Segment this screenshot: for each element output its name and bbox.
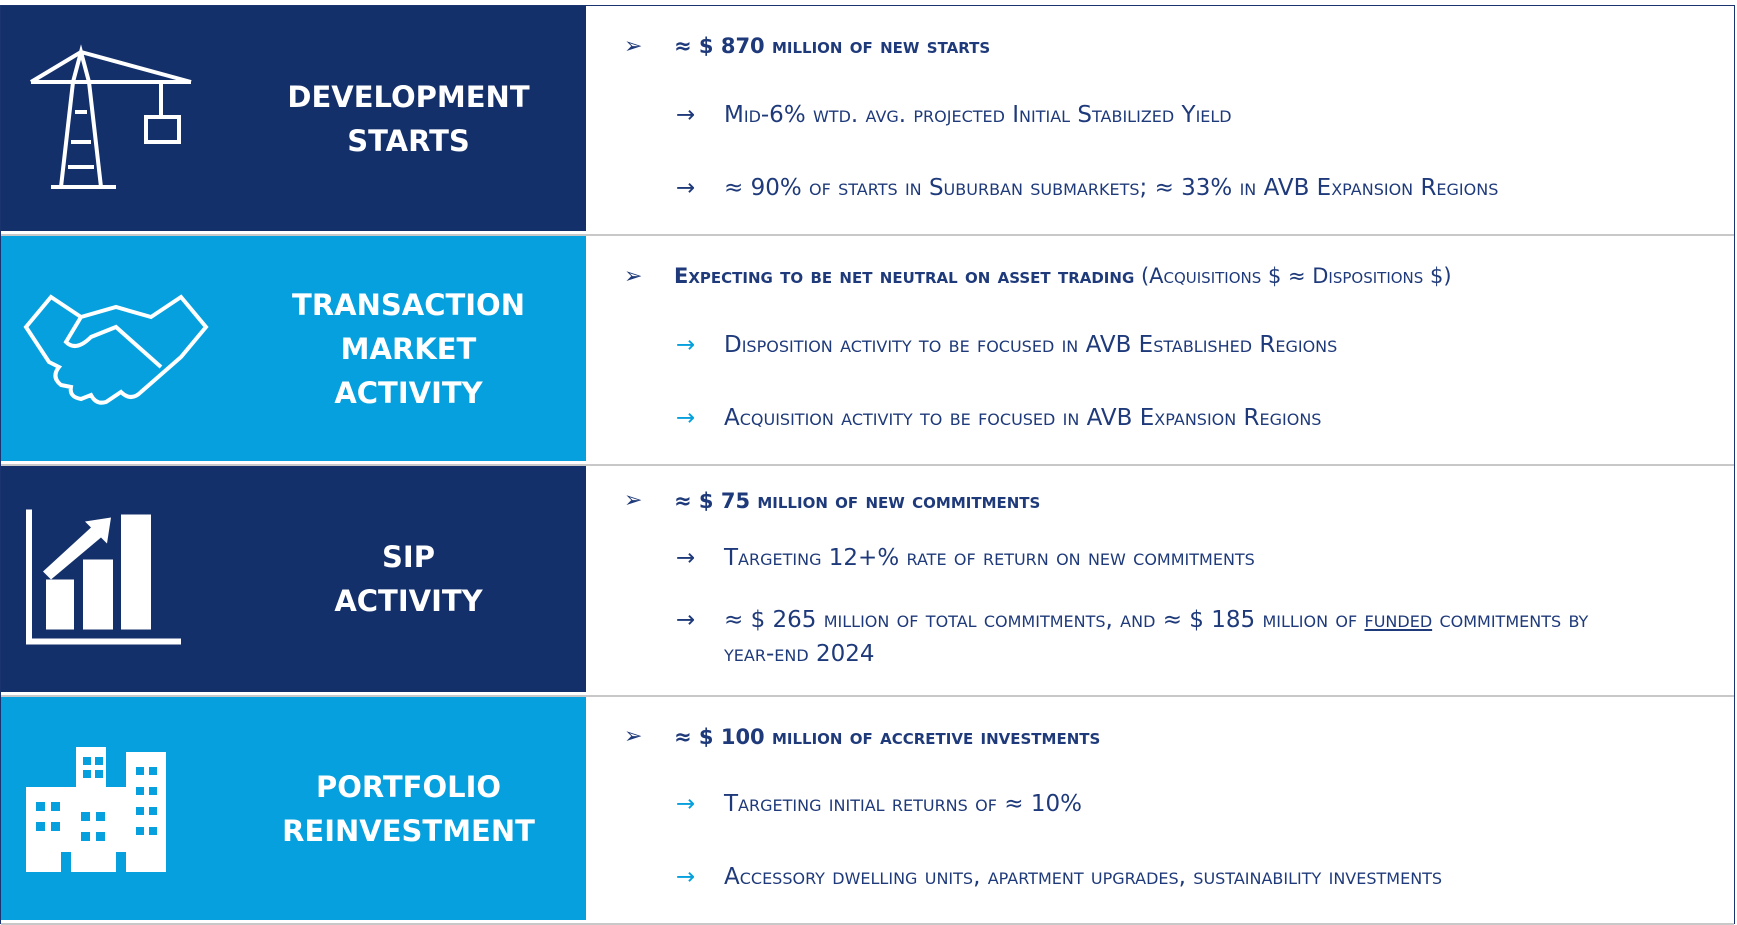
icon xyxy=(21,42,201,196)
text-segment: ≈ $ 100 million of accretive investments xyxy=(674,724,1101,749)
section-title: DEVELOPMENT STARTS xyxy=(231,75,586,163)
icon xyxy=(21,509,181,649)
bullet-marker: ➢ xyxy=(624,263,643,289)
text-segment: ≈ 90% of starts in Suburban submarkets; … xyxy=(724,174,1499,201)
arrow: → xyxy=(676,101,696,128)
content: ➢ Expecting to be net neutral on asset tr… xyxy=(586,236,1734,464)
text-segment: ≈ $ 265 million of total commitments, an… xyxy=(724,607,1365,633)
text-segment: commitments by year-end 2024 xyxy=(724,607,1589,667)
text-segment: funded xyxy=(1364,607,1433,633)
sub-item-text: ≈ 90% of starts in Suburban submarkets; … xyxy=(724,171,1498,205)
sub-item: → ≈ 90% of starts in Suburban submarkets;… xyxy=(676,171,1596,205)
sub-item: → ≈ $ 265 million of total commitments, a… xyxy=(676,603,1596,671)
section-label: DEVELOPMENT STARTS xyxy=(1,6,586,234)
text-segment: Expecting to be net neutral on asset tra… xyxy=(674,264,1135,288)
section-label: SIP ACTIVITY xyxy=(1,466,586,695)
icon xyxy=(21,742,181,876)
arrow: → xyxy=(676,404,696,431)
row: SIP ACTIVITY ➢ ≈ $ 75 million of new commit… xyxy=(1,466,1734,697)
sub-item: → Targeting 12+% rate of return on new co… xyxy=(676,541,1596,575)
icon xyxy=(26,509,181,645)
sub-item-text: Acquisition activity to be focused in AV… xyxy=(724,401,1321,435)
title-line: TRANSACTION xyxy=(292,287,525,322)
icon xyxy=(26,746,166,872)
title-line: PORTFOLIO xyxy=(315,769,502,804)
section-label: TRANSACTION MARKET ACTIVITY xyxy=(1,236,586,464)
slide: DEVELOPMENT STARTS ➢ ≈ $ 870 million of new… xyxy=(0,5,1735,925)
sub-item: → Acquisition activity to be focused in A… xyxy=(676,401,1596,435)
row: PORTFOLIO REINVESTMENT ➢ ≈ $ 100 million of… xyxy=(1,697,1734,925)
arrow: → xyxy=(676,791,696,818)
title-line: MARKET xyxy=(340,331,477,366)
arrow: → xyxy=(676,331,696,358)
content: ➢ ≈ $ 100 million of accretive investment… xyxy=(586,697,1734,923)
arrow: → xyxy=(676,607,696,633)
bullet: ➢ ≈ $ 75 million of new commitments xyxy=(624,488,1734,513)
content: ➢ ≈ $ 75 million of new commitments → Targe… xyxy=(586,466,1734,695)
text-segment: Mid-6% wtd. avg. projected Initial Stabi… xyxy=(724,101,1232,128)
arrow: → xyxy=(676,174,696,201)
arrow: → xyxy=(676,863,696,890)
text-segment: ≈ $ 75 million of new commitments xyxy=(674,488,1041,513)
title-line: DEVELOPMENT xyxy=(287,79,530,114)
section-title: PORTFOLIO REINVESTMENT xyxy=(231,765,586,853)
title-line: SIP xyxy=(382,540,435,574)
bullet-text: ≈ $ 870 million of new starts xyxy=(674,34,990,58)
row: DEVELOPMENT STARTS ➢ ≈ $ 870 million of new… xyxy=(1,6,1734,236)
bullet-text: Expecting to be net neutral on asset tra… xyxy=(674,264,1452,288)
sub-item: → Accessory dwelling units, apartment upg… xyxy=(676,860,1596,894)
title-line: STARTS xyxy=(347,123,470,158)
text-segment: Targeting 12+% rate of return on new com… xyxy=(724,545,1255,571)
bullet-marker: ➢ xyxy=(624,724,643,750)
sub-item-text: Disposition activity to be focused in AV… xyxy=(724,328,1337,362)
text-segment: Accessory dwelling units, apartment upgr… xyxy=(724,863,1443,890)
text-segment: Acquisition activity to be focused in AV… xyxy=(724,404,1322,431)
title-line: REINVESTMENT xyxy=(282,813,535,848)
sub-item-text: ≈ $ 265 million of total commitments, an… xyxy=(724,603,1596,671)
bullet-text: ≈ $ 100 million of accretive investments xyxy=(674,725,1100,749)
sub-item: → Mid-6% wtd. avg. projected Initial Stab… xyxy=(676,98,1596,132)
bullet: ➢ Expecting to be net neutral on asset tr… xyxy=(624,264,1734,289)
text-segment: Targeting initial returns of ≈ 10% xyxy=(724,791,1082,818)
row: TRANSACTION MARKET ACTIVITY ➢ Expecting to b… xyxy=(1,236,1734,466)
icon xyxy=(23,293,209,405)
text-segment: ≈ $ 870 million of new starts xyxy=(674,34,991,58)
content: ➢ ≈ $ 870 million of new starts → Mid-6% wt… xyxy=(586,6,1734,234)
section-label: PORTFOLIO REINVESTMENT xyxy=(1,697,586,923)
icon xyxy=(29,43,192,189)
sub-item-text: Targeting initial returns of ≈ 10% xyxy=(724,787,1082,821)
bullet-text: ≈ $ 75 million of new commitments xyxy=(674,489,1040,513)
bullet: ➢ ≈ $ 100 million of accretive investment… xyxy=(624,724,1734,749)
sub-item-text: Accessory dwelling units, apartment upgr… xyxy=(724,860,1442,894)
sub-item: → Disposition activity to be focused in A… xyxy=(676,328,1596,362)
sub-item-text: Targeting 12+% rate of return on new com… xyxy=(724,541,1255,575)
text-segment: (Acquisitions $ ≈ Dispositions $) xyxy=(1134,264,1452,288)
section-title: TRANSACTION MARKET ACTIVITY xyxy=(231,283,586,415)
sub-item-text: Mid-6% wtd. avg. projected Initial Stabi… xyxy=(724,98,1232,132)
title-line: ACTIVITY xyxy=(334,375,483,410)
sub-item: → Targeting initial returns of ≈ 10% xyxy=(676,787,1596,821)
arrow: → xyxy=(676,545,696,571)
bullet-marker: ➢ xyxy=(624,33,643,59)
section-title: SIP ACTIVITY xyxy=(231,535,586,623)
text-segment: Disposition activity to be focused in AV… xyxy=(724,331,1338,358)
bullet-marker: ➢ xyxy=(624,488,643,513)
title-line: ACTIVITY xyxy=(334,584,483,618)
icon xyxy=(21,287,211,411)
bullet: ➢ ≈ $ 870 million of new starts xyxy=(624,34,1734,59)
